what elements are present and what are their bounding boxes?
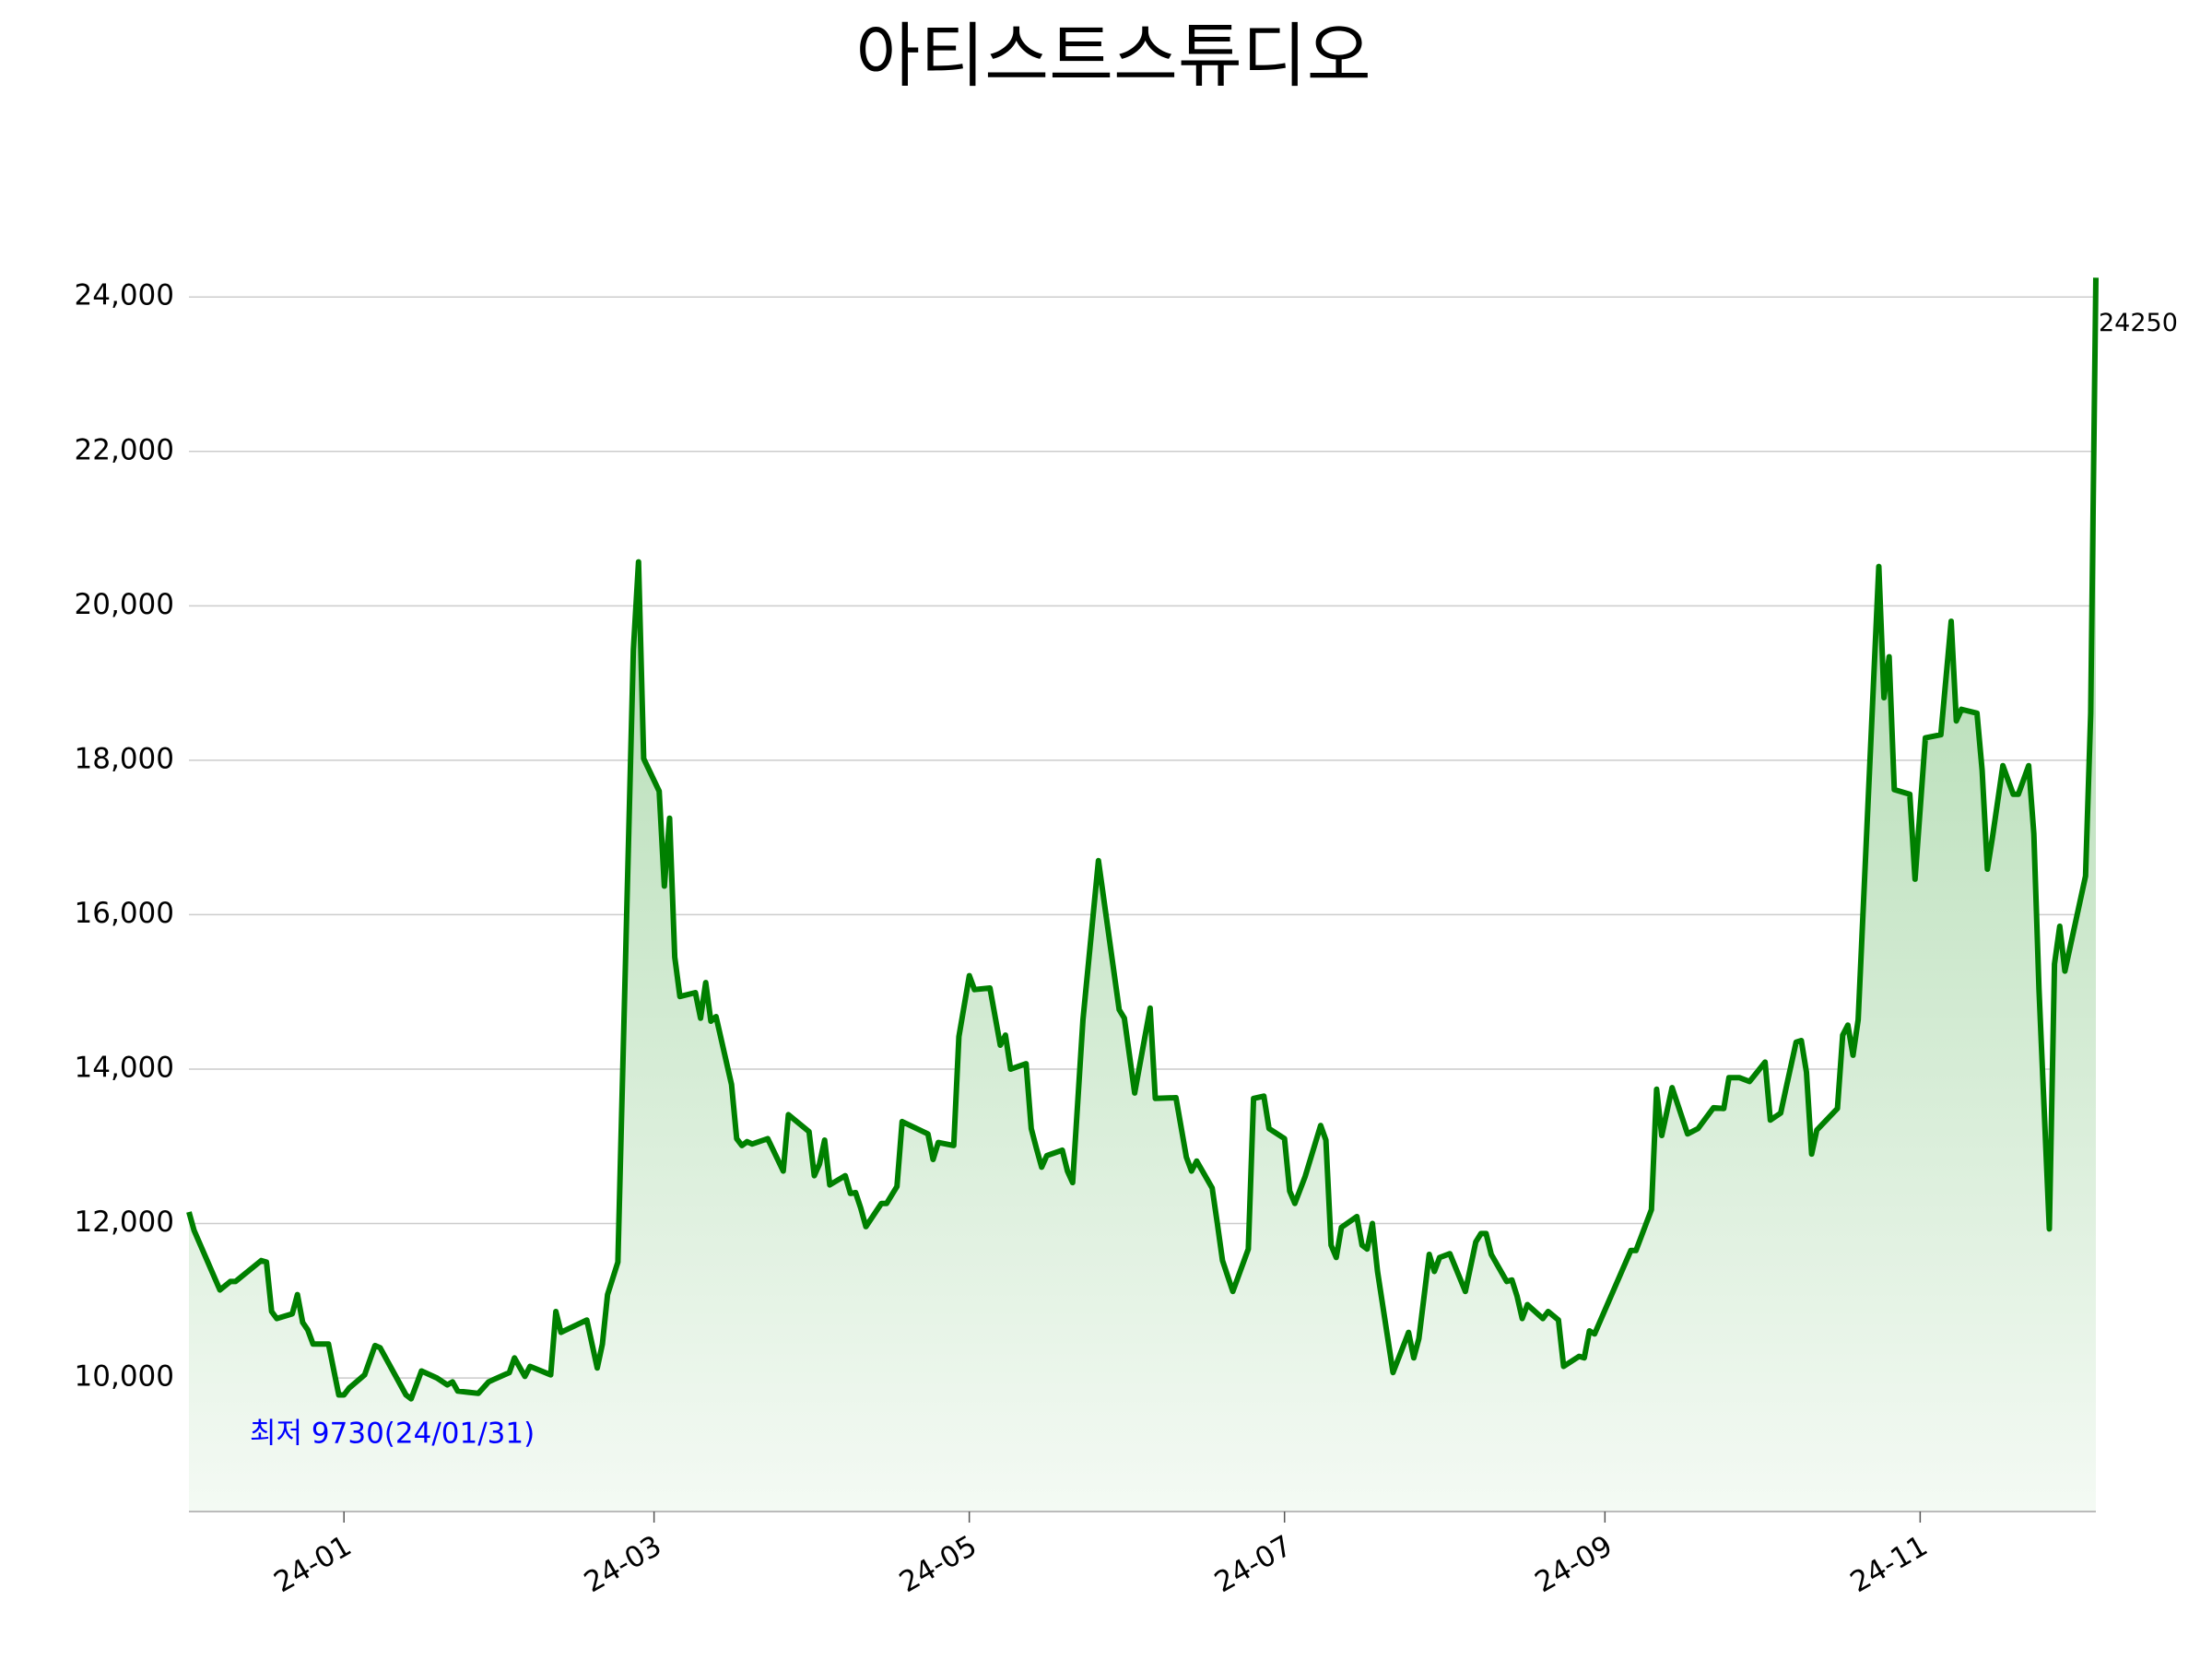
- price-line: [186, 277, 2099, 1402]
- x-tick-label: 24-11: [1845, 1529, 1934, 1599]
- x-tick-label: 24-09: [1530, 1529, 1618, 1599]
- x-tick-label: 24-07: [1209, 1529, 1298, 1599]
- y-tick-label: 12,000: [75, 1206, 174, 1239]
- last-value-label: 24250: [2099, 309, 2178, 337]
- y-tick-label: 20,000: [75, 588, 174, 621]
- y-tick-label: 18,000: [75, 742, 174, 775]
- y-tick-label: 10,000: [75, 1360, 174, 1394]
- x-tick-label: 24-03: [579, 1529, 667, 1599]
- y-tick-label: 24,000: [75, 279, 174, 312]
- y-tick-label: 22,000: [75, 433, 174, 466]
- y-tick-label: 16,000: [75, 897, 174, 930]
- area-fill: [189, 277, 2096, 1512]
- x-tick-label: 24-01: [268, 1529, 357, 1599]
- y-tick-label: 14,000: [75, 1051, 174, 1084]
- min-annotation: 최저 9730(24/01/31): [250, 1418, 535, 1451]
- chart-title: 아티스트스튜디오: [855, 15, 1371, 97]
- x-tick-label: 24-05: [894, 1529, 982, 1599]
